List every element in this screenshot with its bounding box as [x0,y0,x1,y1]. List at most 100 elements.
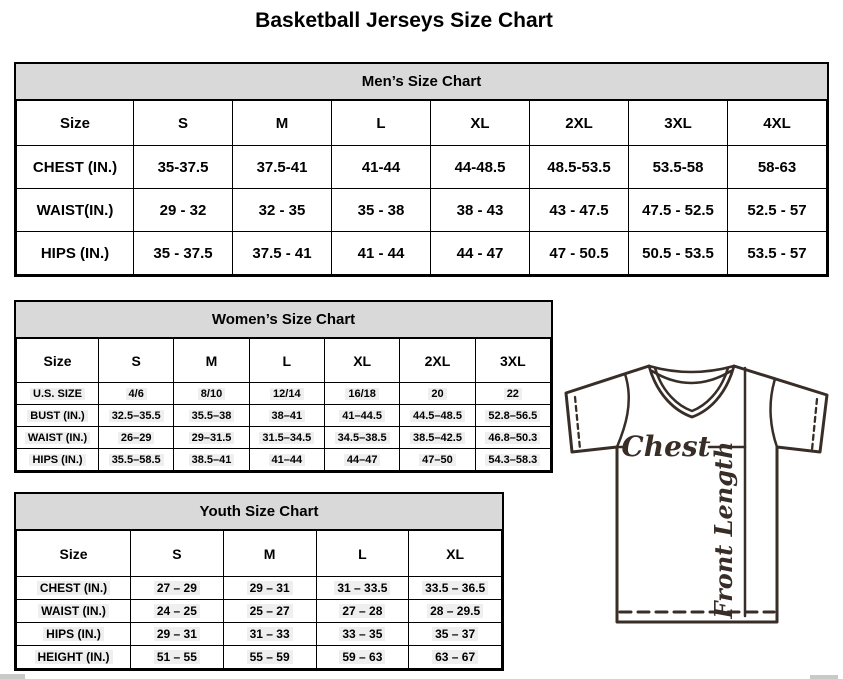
scrollbar-fragment-left[interactable] [0,674,25,679]
mens-table-title: Men’s Size Chart [16,64,827,100]
youth-size-chart-table: Youth Size Chart Size S M L XL CHEST (IN… [14,492,504,671]
cell: 54.3–58.3 [474,448,552,471]
jersey-cuff-dash-right [810,397,819,452]
cell: 31 – 33 [222,622,317,646]
cell: 58-63 [727,145,827,189]
cell: 41-44 [331,145,431,189]
cell-text: 33.5 – 36.5 [422,581,489,595]
cell: 44–47 [323,448,401,471]
mens-table: Size S M L XL 2XL 3XL 4XL CHEST (IN.) 35… [16,100,827,275]
cell: 63 – 67 [408,645,502,669]
youth-table-title: Youth Size Chart [16,494,502,530]
row-label-text: WAIST (IN.) [24,431,91,444]
cell: 12/14 [248,382,325,405]
column-header: 3XL [474,338,552,383]
column-header: 2XL [529,100,629,146]
table-row: U.S. SIZE 4/6 8/10 12/14 16/18 20 22 [16,382,552,405]
cell: 8/10 [173,382,250,405]
table-row: HIPS (IN.) 29 – 31 31 – 33 33 – 35 35 – … [16,622,502,646]
cell: 59 – 63 [315,645,410,669]
jersey-armhole-right [769,377,779,449]
cell: 37.5-41 [232,145,332,189]
column-header: XL [408,530,502,577]
cell-text: 44–47 [343,453,381,466]
cell-text: 24 – 25 [153,604,200,618]
column-header: S [97,338,175,383]
cell: 4/6 [97,382,175,405]
cell-text: 38.5–42.5 [410,431,465,444]
cell-text: 31 – 33.5 [334,581,391,595]
chest-label: Chest [621,430,710,463]
cell-text: 31.5–34.5 [259,431,315,444]
cell: 38–41 [248,404,325,427]
jersey-armhole-left [615,372,630,449]
table-header-row: Size S M L XL 2XL 3XL [16,338,552,383]
cell: 46.8–50.3 [474,426,552,449]
cell: 41–44 [248,448,325,471]
jersey-collar-top-arc [647,364,736,374]
cell-text: 16/18 [345,387,379,400]
row-label-text: HIPS (IN.) [29,453,86,466]
column-header: 2XL [399,338,476,383]
row-label: CHEST (IN.) [16,145,134,189]
column-header: 4XL [727,100,827,146]
column-header: L [315,530,410,577]
column-header: M [222,530,317,577]
womens-size-chart-table: Women’s Size Chart Size S M L XL 2XL 3XL… [14,300,553,473]
cell: 25 – 27 [222,599,317,623]
cell-text: 55 – 59 [246,650,293,664]
row-label: WAIST(IN.) [16,188,134,232]
row-label-text: HIPS (IN.) [43,627,104,641]
table-row: WAIST(IN.) 29 - 32 32 - 35 35 - 38 38 - … [16,188,827,232]
cell-text: 25 – 27 [246,604,293,618]
column-header: Size [16,100,134,146]
cell: 52.8–56.5 [474,404,552,427]
cell: 31 – 33.5 [315,576,410,600]
jersey-cuff-dash-left [573,395,582,451]
jersey-collar-v-inner [653,366,730,413]
cell-text: 41–44 [268,453,306,466]
cell: 31.5–34.5 [248,426,325,449]
cell-text: 4/6 [125,387,147,400]
cell: 35 - 38 [331,188,431,232]
table-row: BUST (IN.) 32.5–35.5 35.5–38 38–41 41–44… [16,404,552,427]
cell-text: 35.5–38 [188,409,235,422]
table-header-row: Size S M L XL 2XL 3XL 4XL [16,100,827,146]
column-header: L [331,100,431,146]
cell-text: 38.5–41 [188,453,235,466]
scrollbar-fragment-right[interactable] [810,675,838,679]
table-row: HEIGHT (IN.) 51 – 55 55 – 59 59 – 63 63 … [16,645,502,669]
cell: 52.5 - 57 [727,188,827,232]
cell-text: 8/10 [197,387,226,400]
row-label: HIPS (IN.) [16,448,99,471]
cell: 22 [474,382,552,405]
jersey-measurement-diagram: Chest Front Length [564,364,829,624]
cell-text: 12/14 [270,387,304,400]
cell-text: 38–41 [268,409,306,422]
cell: 35.5–38 [173,404,250,427]
cell: 47.5 - 52.5 [628,188,728,232]
cell-text: 41–44.5 [339,409,386,422]
cell: 38.5–42.5 [399,426,476,449]
cell-text: 32.5–35.5 [108,409,164,422]
table-row: HIPS (IN.) 35 - 37.5 37.5 - 41 41 - 44 4… [16,231,827,275]
column-header: S [133,100,233,146]
mens-size-chart-table: Men’s Size Chart Size S M L XL 2XL 3XL 4… [14,62,829,277]
cell: 27 – 28 [315,599,410,623]
row-label-text: U.S. SIZE [30,387,85,400]
cell-text: 51 – 55 [153,650,200,664]
cell: 20 [399,382,476,405]
cell: 34.5–38.5 [323,426,401,449]
cell-text: 27 – 28 [339,604,386,618]
cell: 37.5 - 41 [232,231,332,275]
cell: 43 - 47.5 [529,188,629,232]
cell: 26–29 [97,426,175,449]
cell: 47–50 [399,448,476,471]
cell: 35 - 37.5 [133,231,233,275]
table-row: WAIST (IN.) 24 – 25 25 – 27 27 – 28 28 –… [16,599,502,623]
cell-text: 27 – 29 [153,581,200,595]
table-header-row: Size S M L XL [16,530,502,577]
column-header: M [173,338,250,383]
cell-text: 34.5–38.5 [334,431,390,444]
row-label: U.S. SIZE [16,382,99,405]
